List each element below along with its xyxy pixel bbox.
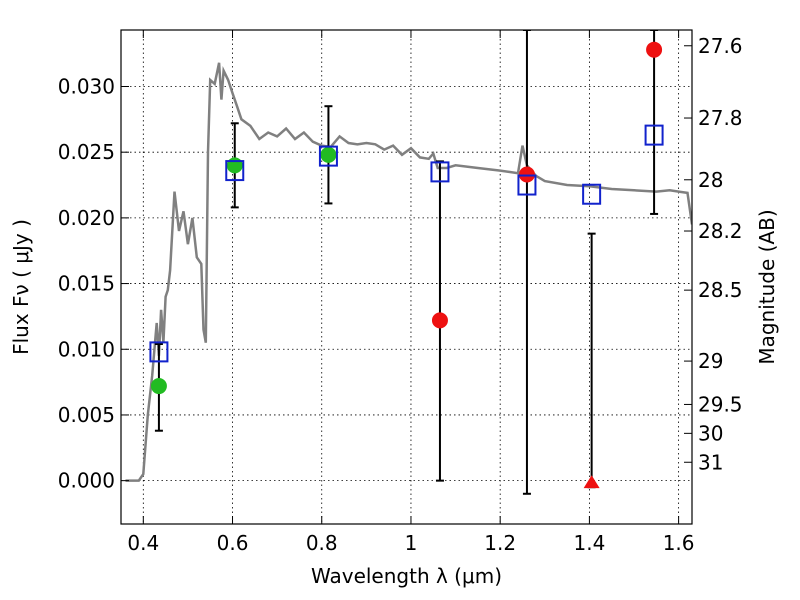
right-axis-label: Magnitude (AB) [755, 209, 779, 364]
right-tick-label: 29.5 [698, 392, 743, 416]
y-tick-label: 0.030 [58, 74, 115, 98]
error-bars [154, 30, 659, 495]
data-point-square [517, 174, 537, 196]
x-tick-label: 0.6 [217, 531, 249, 555]
right-tick-label: 31 [698, 450, 723, 474]
y-tick-label: 0.020 [58, 206, 115, 230]
right-tick-labels: 27.6 27.8 28 28.2 28.5 29 29.5 30 31 [698, 34, 743, 474]
plot-frame [120, 29, 693, 525]
data-point-circle [646, 41, 663, 58]
axis-ticks [121, 30, 692, 524]
right-tick-label: 28 [698, 168, 723, 192]
data-point-square [582, 183, 602, 205]
x-tick-label: 0.8 [306, 531, 338, 555]
y-tick-label: 0.015 [58, 272, 115, 296]
data-markers [149, 41, 664, 489]
right-tick-label: 27.6 [698, 34, 743, 58]
right-tick-label: 29 [698, 349, 723, 373]
data-point-triangle [583, 475, 600, 489]
right-tick-label: 30 [698, 421, 723, 445]
data-point-square [149, 341, 169, 363]
y-tick-label: 0.005 [58, 403, 115, 427]
x-tick-label: 1.6 [663, 531, 695, 555]
right-tick-label: 28.5 [698, 278, 743, 302]
x-tick-label: 0.4 [127, 531, 159, 555]
plot-area [125, 30, 692, 495]
x-tick-label: 1 [405, 531, 418, 555]
data-point-square [644, 124, 664, 146]
right-tick-label: 27.8 [698, 106, 743, 130]
data-point-circle [320, 146, 337, 163]
y-tick-label: 0.000 [58, 469, 115, 493]
y-tick-label: 0.010 [58, 337, 115, 361]
x-tick-label: 1.4 [573, 531, 605, 555]
y-axis-label: Flux Fν ( μJy ) [9, 219, 33, 355]
data-point-square [318, 145, 338, 167]
data-point-circle [226, 157, 243, 174]
x-tick-labels: 0.4 0.6 0.8 1 1.2 1.4 1.6 [127, 531, 694, 555]
data-point-circle [518, 166, 535, 183]
x-tick-label: 1.2 [484, 531, 516, 555]
data-point-circle [431, 312, 448, 329]
data-point-square [225, 160, 245, 182]
x-axis-label: Wavelength λ (μm) [311, 564, 502, 588]
y-tick-label: 0.025 [58, 140, 115, 164]
right-tick-label: 28.2 [698, 219, 743, 243]
model-spectrum-line [125, 62, 692, 482]
grid [121, 30, 692, 524]
y-tick-labels: 0.000 0.005 0.010 0.015 0.020 0.025 0.030 [58, 74, 115, 492]
data-point-circle [150, 378, 167, 395]
data-point-square [430, 161, 450, 183]
